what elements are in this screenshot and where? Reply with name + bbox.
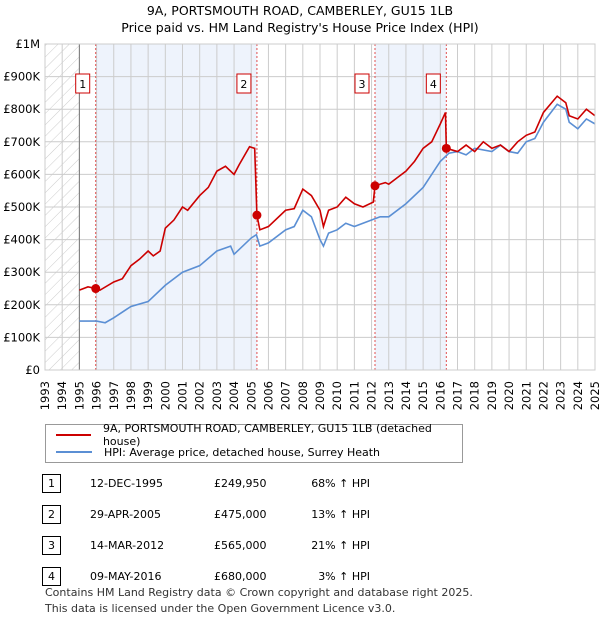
x-tick-label: 2000 — [158, 381, 172, 410]
sale-price: £475,000 — [214, 508, 267, 521]
x-tick-label: 2004 — [227, 381, 241, 410]
x-tick-label: 2001 — [176, 381, 190, 410]
sale-price: £680,000 — [214, 570, 267, 583]
y-tick-label: £700K — [3, 135, 40, 149]
sale-badge-label: 3 — [359, 78, 366, 91]
y-tick-label: £100K — [3, 330, 40, 344]
sale-badge-label: 2 — [240, 78, 247, 91]
x-tick-label: 2005 — [244, 381, 258, 410]
x-tick-label: 1999 — [141, 381, 155, 410]
sale-badge — [236, 73, 252, 94]
sale-badge-label: 4 — [430, 78, 437, 91]
y-tick-label: £500K — [3, 200, 40, 214]
table-row: 3 14-MAR-2012 £565,000 21% ↑ HPI — [42, 536, 442, 556]
row-number: 2 — [42, 505, 61, 524]
row-number: 3 — [42, 536, 61, 555]
sale-point — [370, 181, 380, 191]
x-tick-label: 2023 — [554, 381, 568, 410]
table-row: 4 09-MAY-2016 £680,000 3% ↑ HPI — [42, 567, 442, 587]
footer-copyright: Contains HM Land Registry data © Crown c… — [45, 586, 473, 599]
hpi-line — [79, 103, 596, 324]
hpi-change: 68% ↑ HPI — [311, 477, 370, 490]
chart-subtitle: Price paid vs. HM Land Registry's House … — [121, 20, 479, 35]
y-tick-label: £0 — [25, 363, 40, 377]
legend-property: 9A, PORTSMOUTH ROAD, CAMBERLEY, GU15 1LB… — [102, 422, 432, 448]
x-tick-label: 2013 — [382, 381, 396, 410]
footer-licence: This data is licensed under the Open Gov… — [45, 602, 396, 615]
x-tick-label: 2009 — [313, 381, 327, 410]
x-tick-label: 1998 — [124, 381, 138, 410]
plot-border — [44, 43, 596, 371]
legend-hpi: HPI: Average price, detached house, Surr… — [104, 445, 381, 459]
table-row: 1 12-DEC-1995 £249,950 68% ↑ HPI — [42, 474, 442, 494]
x-tick-label: 1996 — [90, 381, 104, 410]
property-price-line — [79, 95, 596, 292]
hpi-change: 13% ↑ HPI — [311, 508, 370, 521]
sale-date: 09-MAY-2016 — [90, 570, 162, 583]
chart-title: 9A, PORTSMOUTH ROAD, CAMBERLEY, GU15 1LB — [146, 3, 454, 18]
x-tick-label: 2018 — [468, 381, 482, 410]
x-tick-label: 2010 — [330, 381, 344, 410]
sale-point — [441, 143, 451, 153]
x-tick-label: 2007 — [279, 381, 293, 410]
x-tick-label: 2025 — [588, 381, 600, 410]
sale-price: £565,000 — [214, 539, 267, 552]
sale-point — [252, 210, 262, 220]
x-tick-label: 2019 — [485, 381, 499, 410]
x-tick-label: 2002 — [193, 381, 207, 410]
x-tick-label: 2003 — [210, 381, 224, 410]
y-tick-label: £200K — [3, 298, 40, 312]
x-tick-label: 2017 — [451, 381, 465, 410]
legend-red-line — [56, 434, 91, 436]
y-tick-label: £900K — [3, 70, 40, 84]
legend: 9A, PORTSMOUTH ROAD, CAMBERLEY, GU15 1LB… — [45, 422, 463, 463]
sale-price: £249,950 — [214, 477, 267, 490]
row-number: 4 — [42, 567, 61, 586]
x-tick-label: 2015 — [416, 381, 430, 410]
x-tick-label: 2020 — [502, 381, 516, 410]
sale-badge — [425, 73, 441, 94]
x-tick-label: 2024 — [571, 381, 585, 410]
hpi-change: 21% ↑ HPI — [311, 539, 370, 552]
row-number: 1 — [42, 474, 61, 493]
x-tick-label: 2022 — [536, 381, 550, 410]
y-tick-label: £800K — [3, 102, 40, 116]
x-tick-label: 2011 — [347, 381, 361, 410]
sale-badge — [354, 73, 370, 94]
y-tick-label: £1M — [15, 37, 40, 51]
x-tick-label: 1995 — [72, 381, 86, 410]
x-tick-label: 2014 — [399, 381, 413, 410]
y-tick-label: £400K — [3, 233, 40, 247]
x-tick-label: 2008 — [296, 381, 310, 410]
sale-badge-label: 1 — [79, 78, 86, 91]
sale-badge — [75, 73, 91, 94]
sale-date: 12-DEC-1995 — [90, 477, 164, 490]
x-tick-label: 2016 — [433, 381, 447, 410]
x-tick-label: 1994 — [55, 381, 69, 410]
x-tick-label: 1993 — [38, 381, 52, 410]
sale-date: 14-MAR-2012 — [90, 539, 165, 552]
x-tick-label: 1997 — [107, 381, 121, 410]
y-tick-label: £300K — [3, 265, 40, 279]
table-row: 2 29-APR-2005 £475,000 13% ↑ HPI — [42, 505, 442, 525]
price-chart: 1993 1994 1995 1996 1997 1998 1999 2000 2001 2002… — [3, 37, 600, 410]
x-tick-label: 2012 — [365, 381, 379, 410]
sale-point — [91, 284, 101, 294]
hpi-change: 3% ↑ HPI — [318, 570, 370, 583]
y-tick-label: £600K — [3, 167, 40, 181]
x-tick-label: 2006 — [261, 381, 275, 410]
legend-blue-line — [56, 451, 92, 453]
x-tick-label: 2021 — [519, 381, 533, 410]
sale-date: 29-APR-2005 — [90, 508, 162, 521]
